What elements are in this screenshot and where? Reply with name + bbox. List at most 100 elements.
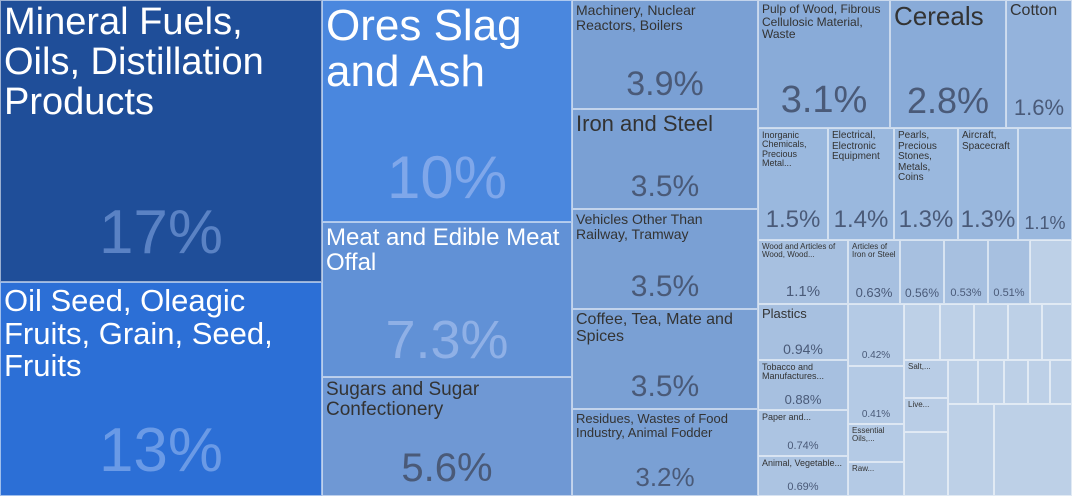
treemap-cell[interactable]: 1.1% <box>1018 128 1072 240</box>
treemap-cell[interactable] <box>948 360 978 404</box>
cell-label: Iron and Steel <box>576 111 713 136</box>
cell-percent: 0.42% <box>861 350 891 361</box>
treemap-cell[interactable] <box>1050 360 1072 404</box>
treemap-cell[interactable]: Raw... <box>848 462 904 496</box>
cell-percent: 1.3% <box>960 206 1016 233</box>
cell-label: Wood and Articles of Wood, Wood... <box>762 242 836 260</box>
cell-label: Animal, Vegetable... <box>762 458 843 468</box>
cell-label: Mineral Fuels, Oils, Distillation Produc… <box>4 1 264 123</box>
treemap-cell[interactable]: Mineral Fuels, Oils, Distillation Produc… <box>0 0 322 282</box>
treemap-cell[interactable]: Electrical, Electronic Equipment 1.4% <box>828 128 894 240</box>
treemap-cell[interactable]: Iron and Steel 3.5% <box>572 109 758 209</box>
cell-label: Tobacco and Manufactures... <box>762 362 825 382</box>
cell-label: Salt,... <box>908 362 931 371</box>
treemap-cell[interactable]: Machinery, Nuclear Reactors, Boilers 3.9% <box>572 0 758 109</box>
treemap-cell[interactable]: Tobacco and Manufactures... 0.88% <box>758 360 848 410</box>
treemap-cell[interactable]: Animal, Vegetable... 0.69% <box>758 456 848 496</box>
cell-percent: 1.6% <box>1013 95 1065 120</box>
cell-percent: 0.63% <box>855 285 893 300</box>
treemap-cell[interactable]: 0.56% <box>900 240 944 304</box>
treemap-cell[interactable] <box>1028 360 1050 404</box>
cell-label: Electrical, Electronic Equipment <box>832 130 880 162</box>
cell-label: Sugars and Sugar Confectionery <box>326 379 480 420</box>
treemap-cell[interactable] <box>974 304 1008 360</box>
treemap-cell[interactable]: Live... <box>904 398 948 432</box>
cell-percent: 13% <box>98 416 224 485</box>
treemap-cell[interactable] <box>904 432 948 496</box>
cell-percent: 3.5% <box>630 370 700 403</box>
cell-percent: 0.51% <box>993 287 1025 299</box>
cell-percent: 0.69% <box>787 481 819 493</box>
cell-label: Articles of Iron or Steel <box>852 242 896 260</box>
cell-label: Cereals <box>894 1 984 31</box>
treemap-cell[interactable]: Vehicles Other Than Railway, Tramway 3.5% <box>572 209 758 309</box>
cell-percent: 3.5% <box>630 270 700 303</box>
cell-percent: 7.3% <box>385 310 509 370</box>
cell-label: Plastics <box>762 306 807 321</box>
cell-percent: 0.41% <box>861 409 891 420</box>
treemap-cell[interactable]: Salt,... <box>904 360 948 398</box>
treemap-cell[interactable]: Meat and Edible Meat Offal 7.3% <box>322 222 572 377</box>
treemap-cell[interactable]: Articles of Iron or Steel 0.63% <box>848 240 900 304</box>
cell-percent: 2.8% <box>906 80 990 121</box>
cell-percent: 3.2% <box>635 462 695 492</box>
cell-percent: 10% <box>386 144 508 211</box>
treemap-cell[interactable]: Aircraft, Spacecraft 1.3% <box>958 128 1018 240</box>
cell-label: Residues, Wastes of Food Industry, Anima… <box>576 411 728 440</box>
treemap-cell[interactable]: Pearls, Precious Stones, Metals, Coins 1.… <box>894 128 958 240</box>
treemap-cell[interactable]: 0.53% <box>944 240 988 304</box>
treemap-cell[interactable]: Wood and Articles of Wood, Wood... 1.1% <box>758 240 848 304</box>
treemap-cell[interactable]: 0.41% <box>848 366 904 424</box>
treemap-cell[interactable]: Coffee, Tea, Mate and Spices 3.5% <box>572 309 758 409</box>
treemap-cell[interactable]: Oil Seed, Oleagic Fruits, Grain, Seed, F… <box>0 282 322 496</box>
treemap-cell[interactable] <box>1030 240 1072 304</box>
treemap-cell[interactable]: Cereals 2.8% <box>890 0 1006 128</box>
cell-label: Live... <box>908 400 930 409</box>
treemap-cell[interactable] <box>904 304 940 360</box>
treemap-cell[interactable] <box>994 404 1072 496</box>
treemap-cell[interactable]: Residues, Wastes of Food Industry, Anima… <box>572 409 758 496</box>
treemap-cell[interactable]: Inorganic Chemicals, Precious Metal... 1.… <box>758 128 828 240</box>
cell-percent: 0.56% <box>904 286 940 300</box>
cell-percent: 0.74% <box>787 440 819 452</box>
treemap-cell[interactable]: Ores Slag and Ash 10% <box>322 0 572 222</box>
treemap-cell[interactable]: Paper and... 0.74% <box>758 410 848 456</box>
cell-label: Ores Slag and Ash <box>326 1 522 97</box>
treemap-cell[interactable]: Sugars and Sugar Confectionery 5.6% <box>322 377 572 496</box>
cell-percent: 1.1% <box>785 283 821 300</box>
cell-label: Cotton <box>1010 2 1058 19</box>
cell-label: Essential Oils,... <box>852 426 885 444</box>
cell-label: Inorganic Chemicals, Precious Metal... <box>762 130 807 169</box>
treemap-cell[interactable]: Cotton 1.6% <box>1006 0 1072 128</box>
cell-label: Pearls, Precious Stones, Metals, Coins <box>898 130 937 183</box>
treemap-cell[interactable]: Plastics 0.94% <box>758 304 848 360</box>
treemap-cell[interactable]: 0.51% <box>988 240 1030 304</box>
cell-percent: 1.5% <box>765 206 821 233</box>
treemap-cell[interactable]: Essential Oils,... <box>848 424 904 462</box>
cell-percent: 17% <box>98 198 224 267</box>
cell-label: Pulp of Wood, Fibrous Cellulosic Materia… <box>762 2 881 42</box>
cell-label: Vehicles Other Than Railway, Tramway <box>576 211 703 242</box>
cell-percent: 1.4% <box>833 206 889 233</box>
cell-label: Coffee, Tea, Mate and Spices <box>576 311 733 345</box>
treemap-cell[interactable]: 0.42% <box>848 304 904 366</box>
cell-label: Oil Seed, Oleagic Fruits, Grain, Seed, F… <box>4 283 273 384</box>
cell-label: Machinery, Nuclear Reactors, Boilers <box>576 2 696 33</box>
cell-label: Meat and Edible Meat Offal <box>326 224 560 277</box>
cell-label: Raw... <box>852 464 875 473</box>
cell-percent: 0.94% <box>783 341 823 357</box>
cell-percent: 1.1% <box>1024 213 1066 233</box>
cell-percent: 3.5% <box>630 170 700 203</box>
treemap-cell[interactable] <box>1008 304 1042 360</box>
cell-percent: 5.6% <box>401 446 493 490</box>
treemap-cell[interactable] <box>1042 304 1072 360</box>
cell-label: Paper and... <box>762 412 812 422</box>
treemap-cell[interactable]: Pulp of Wood, Fibrous Cellulosic Materia… <box>758 0 890 128</box>
cell-percent: 3.1% <box>780 79 868 121</box>
cell-percent: 0.88% <box>784 392 822 407</box>
treemap-cell[interactable] <box>1004 360 1028 404</box>
treemap-cell[interactable] <box>948 404 994 496</box>
treemap-cell[interactable] <box>940 304 974 360</box>
treemap-cell[interactable] <box>978 360 1004 404</box>
